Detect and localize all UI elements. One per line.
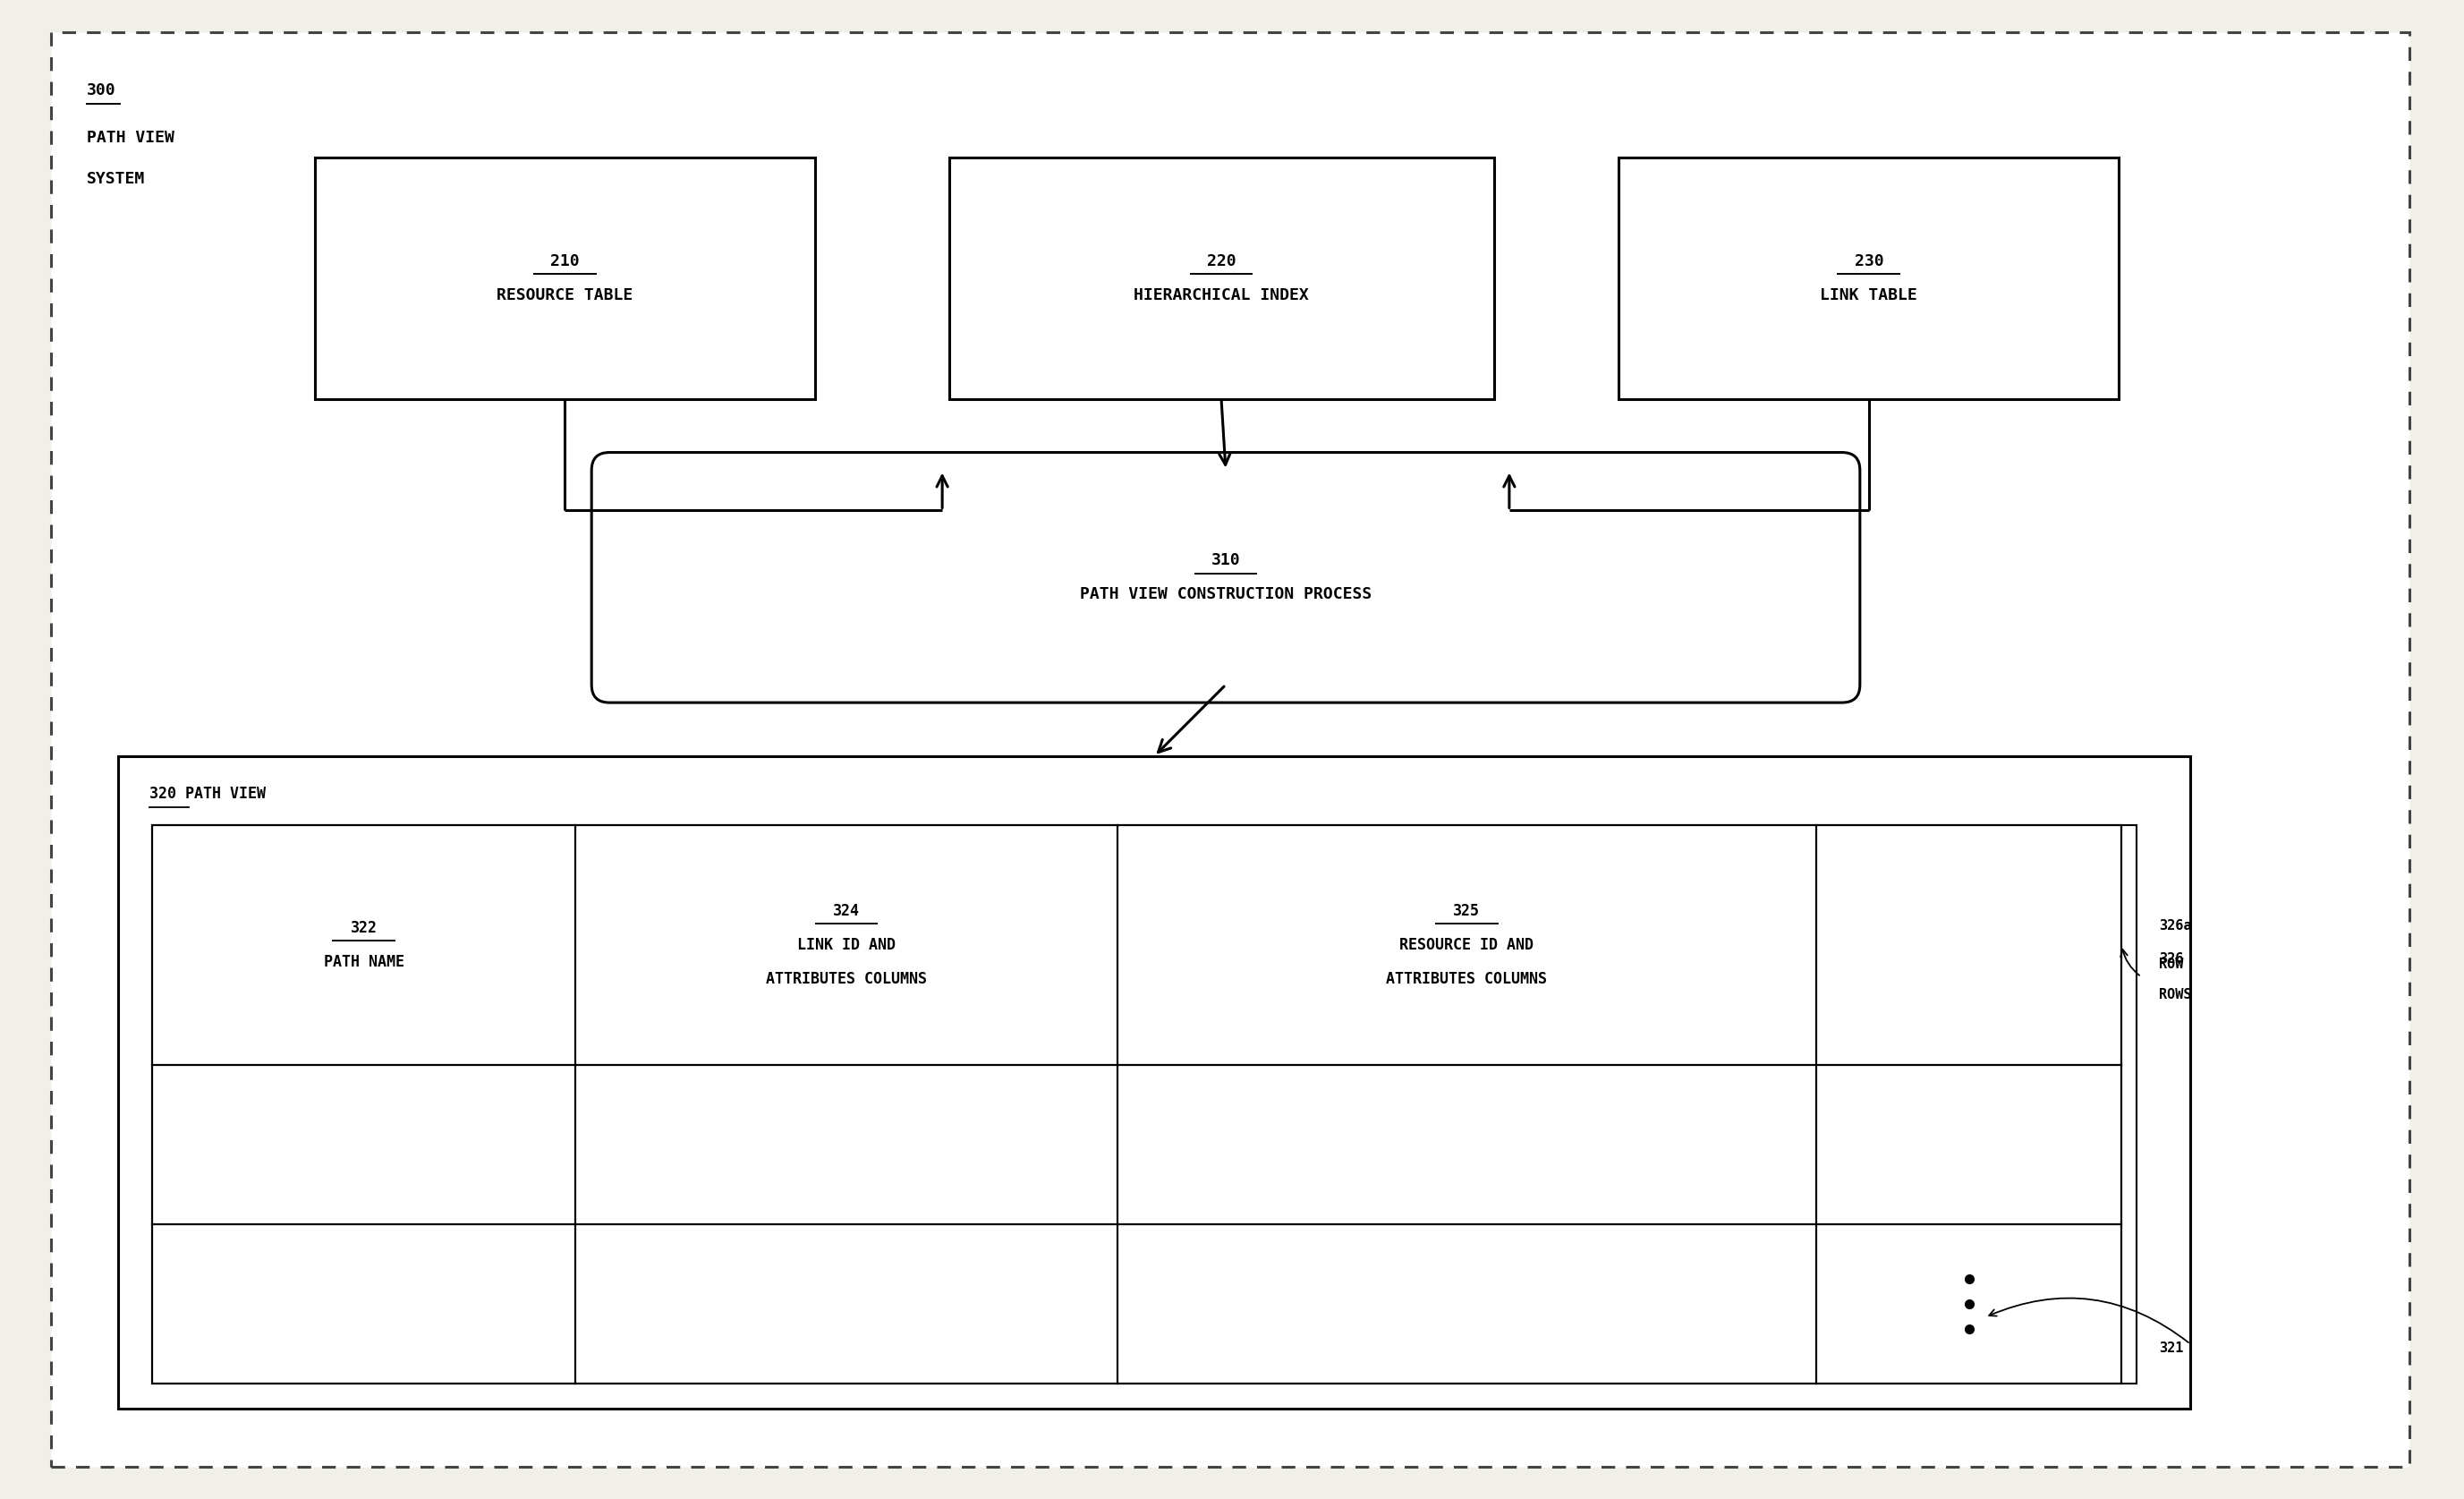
Text: PATH VIEW CONSTRUCTION PROCESS: PATH VIEW CONSTRUCTION PROCESS: [1079, 586, 1372, 603]
Text: 230: 230: [1855, 253, 1882, 270]
Text: 210: 210: [549, 253, 579, 270]
Text: 326: 326: [2158, 952, 2183, 965]
Text: RESOURCE TABLE: RESOURCE TABLE: [498, 288, 633, 303]
Bar: [153, 824, 2122, 1384]
Text: 300: 300: [86, 82, 116, 99]
Text: ROWS: ROWS: [2158, 988, 2193, 1001]
Text: ATTRIBUTES COLUMNS: ATTRIBUTES COLUMNS: [1387, 971, 1547, 986]
Text: 326a: 326a: [2158, 919, 2193, 932]
Text: SYSTEM: SYSTEM: [86, 171, 145, 187]
Text: 325: 325: [1454, 902, 1481, 919]
Text: RESOURCE ID AND: RESOURCE ID AND: [1400, 937, 1535, 953]
Text: 324: 324: [833, 902, 860, 919]
Bar: [118, 755, 2190, 1409]
Bar: [1619, 157, 2119, 399]
Bar: [949, 157, 1493, 399]
Text: 320 PATH VIEW: 320 PATH VIEW: [150, 785, 266, 802]
Text: LINK TABLE: LINK TABLE: [1821, 288, 1917, 303]
Text: PATH VIEW: PATH VIEW: [86, 130, 175, 145]
Text: PATH NAME: PATH NAME: [323, 953, 404, 970]
Bar: [315, 157, 816, 399]
Text: 220: 220: [1207, 253, 1237, 270]
Text: ATTRIBUTES COLUMNS: ATTRIBUTES COLUMNS: [766, 971, 926, 986]
Text: LINK ID AND: LINK ID AND: [798, 937, 894, 953]
Text: 321: 321: [2158, 1342, 2183, 1355]
Text: 322: 322: [350, 920, 377, 937]
Text: 310: 310: [1212, 553, 1239, 568]
FancyBboxPatch shape: [591, 453, 1860, 703]
Text: HIERARCHICAL INDEX: HIERARCHICAL INDEX: [1133, 288, 1308, 303]
Text: ROW: ROW: [2158, 958, 2183, 971]
